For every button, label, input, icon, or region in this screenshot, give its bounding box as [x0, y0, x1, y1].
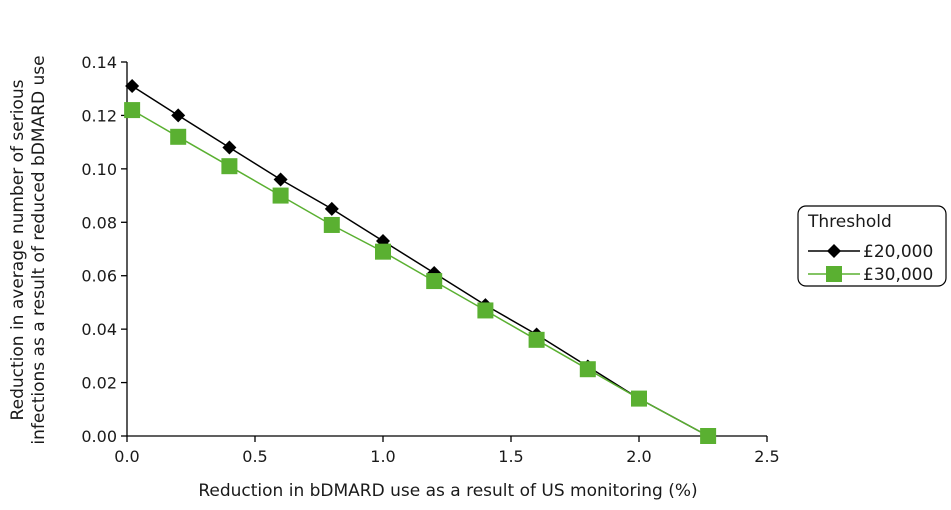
series-layer: [124, 79, 717, 444]
y-tick-label: 0.06: [81, 267, 117, 286]
legend-square-icon: [826, 266, 842, 282]
y-tick-label: 0.14: [81, 53, 117, 72]
data-point: [477, 302, 494, 319]
series-1-points: [125, 79, 716, 443]
legend-item-1: £20,000: [808, 242, 933, 262]
data-point: [221, 158, 238, 175]
data-point: [426, 273, 443, 290]
y-tick-label: 0.04: [81, 320, 117, 339]
y-axis-title-line-1: Reduction in average number of serious: [8, 79, 28, 420]
x-tick-label: 2.0: [626, 447, 651, 466]
y-tick-label: 0.10: [81, 160, 117, 179]
series-1: [131, 85, 709, 437]
data-point: [631, 390, 647, 407]
data-point: [528, 331, 545, 348]
x-tick-label: 1.5: [498, 447, 523, 466]
legend-item-2: £30,000: [808, 265, 933, 285]
data-point: [125, 79, 140, 94]
data-point: [323, 216, 340, 233]
y-tick-label: 0.12: [81, 106, 117, 125]
data-point: [324, 201, 339, 216]
legend-label-1: £20,000: [863, 242, 933, 262]
legend-label-2: £30,000: [863, 265, 933, 285]
x-tick-label: 2.5: [754, 447, 779, 466]
y-tick-label: 0.00: [81, 427, 117, 446]
data-point: [272, 187, 289, 204]
legend-title: Threshold: [807, 212, 892, 232]
data-point: [171, 108, 186, 123]
x-tick-label: 0.0: [114, 447, 139, 466]
series-2: [131, 109, 709, 437]
y-tick-label: 0.08: [81, 213, 117, 232]
series-line: [131, 109, 709, 437]
x-tick-label: 1.0: [370, 447, 395, 466]
x-axis-title: Reduction in bDMARD use as a result of U…: [198, 481, 697, 501]
data-point: [579, 361, 596, 378]
x-tick-label: 0.5: [242, 447, 267, 466]
y-axis-title-line-2: infections as a result of reduced bDMARD…: [29, 55, 49, 444]
legend: Threshold £20,000 £30,000: [797, 205, 947, 287]
data-point: [170, 128, 187, 145]
data-point: [124, 102, 141, 119]
y-tick-label: 0.02: [81, 374, 117, 393]
legend-diamond-icon: [827, 244, 841, 258]
data-point: [700, 428, 717, 444]
series-line: [131, 85, 709, 437]
data-point: [273, 172, 288, 187]
series-2-points: [124, 102, 717, 444]
axes: 0.0 0.5 1.0 1.5 2.0 2.5 0.00 0.02 0.04 0.06 0.08 0.…: [81, 53, 779, 466]
data-point: [375, 243, 391, 260]
data-point: [222, 140, 237, 155]
